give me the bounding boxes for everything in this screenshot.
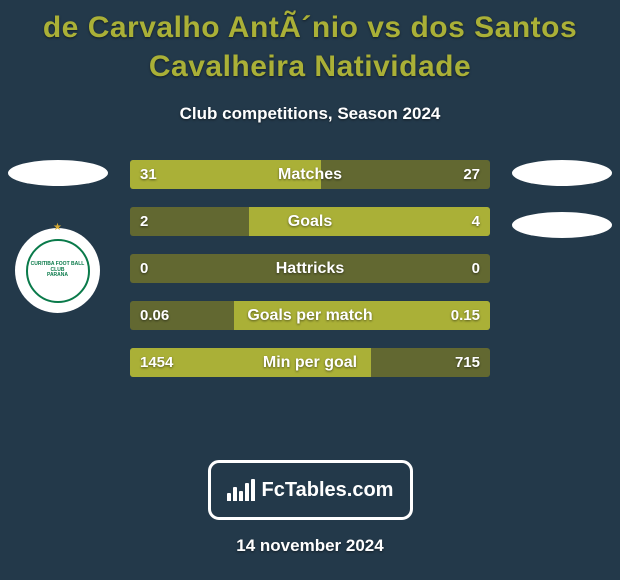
star-icon: ★	[53, 222, 62, 233]
stat-bar-row: 0.060.15Goals per match	[130, 301, 490, 330]
crest-ring: CURITIBA FOOT BALL CLUB PARANA	[26, 239, 90, 303]
player-photo-placeholder-right-1	[512, 160, 612, 186]
logo-text: FcTables.com	[262, 479, 394, 502]
crest-text: CURITIBA FOOT BALL CLUB PARANA	[28, 262, 88, 279]
bar-label: Min per goal	[130, 348, 490, 377]
main-area: ★ CURITIBA FOOT BALL CLUB PARANA 3127Mat…	[0, 160, 620, 440]
bar-label: Goals	[130, 207, 490, 236]
stat-bar-row: 00Hattricks	[130, 254, 490, 283]
stat-bar-row: 1454715Min per goal	[130, 348, 490, 377]
left-badge-column: ★ CURITIBA FOOT BALL CLUB PARANA	[8, 160, 108, 440]
player-photo-placeholder-left	[8, 160, 108, 186]
bar-label: Goals per match	[130, 301, 490, 330]
date-text: 14 november 2024	[0, 536, 620, 556]
comparison-infographic: de Carvalho AntÃ´nio vs dos Santos Caval…	[0, 0, 620, 580]
club-crest-left: ★ CURITIBA FOOT BALL CLUB PARANA	[15, 228, 100, 313]
stat-bars: 3127Matches 24Goals 00Hattricks 0.060.15Goa…	[130, 160, 490, 395]
fctables-logo-box: FcTables.com	[208, 460, 413, 520]
player-photo-placeholder-right-2	[512, 212, 612, 238]
right-badge-column	[512, 160, 612, 440]
bar-label: Hattricks	[130, 254, 490, 283]
page-title: de Carvalho AntÃ´nio vs dos Santos Caval…	[0, 0, 620, 86]
barchart-icon	[227, 479, 255, 501]
bar-label: Matches	[130, 160, 490, 189]
subtitle: Club competitions, Season 2024	[0, 104, 620, 124]
crest-line1: CURITIBA FOOT BALL CLUB	[31, 261, 85, 273]
stat-bar-row: 24Goals	[130, 207, 490, 236]
crest-line2: PARANA	[47, 272, 68, 278]
stat-bar-row: 3127Matches	[130, 160, 490, 189]
